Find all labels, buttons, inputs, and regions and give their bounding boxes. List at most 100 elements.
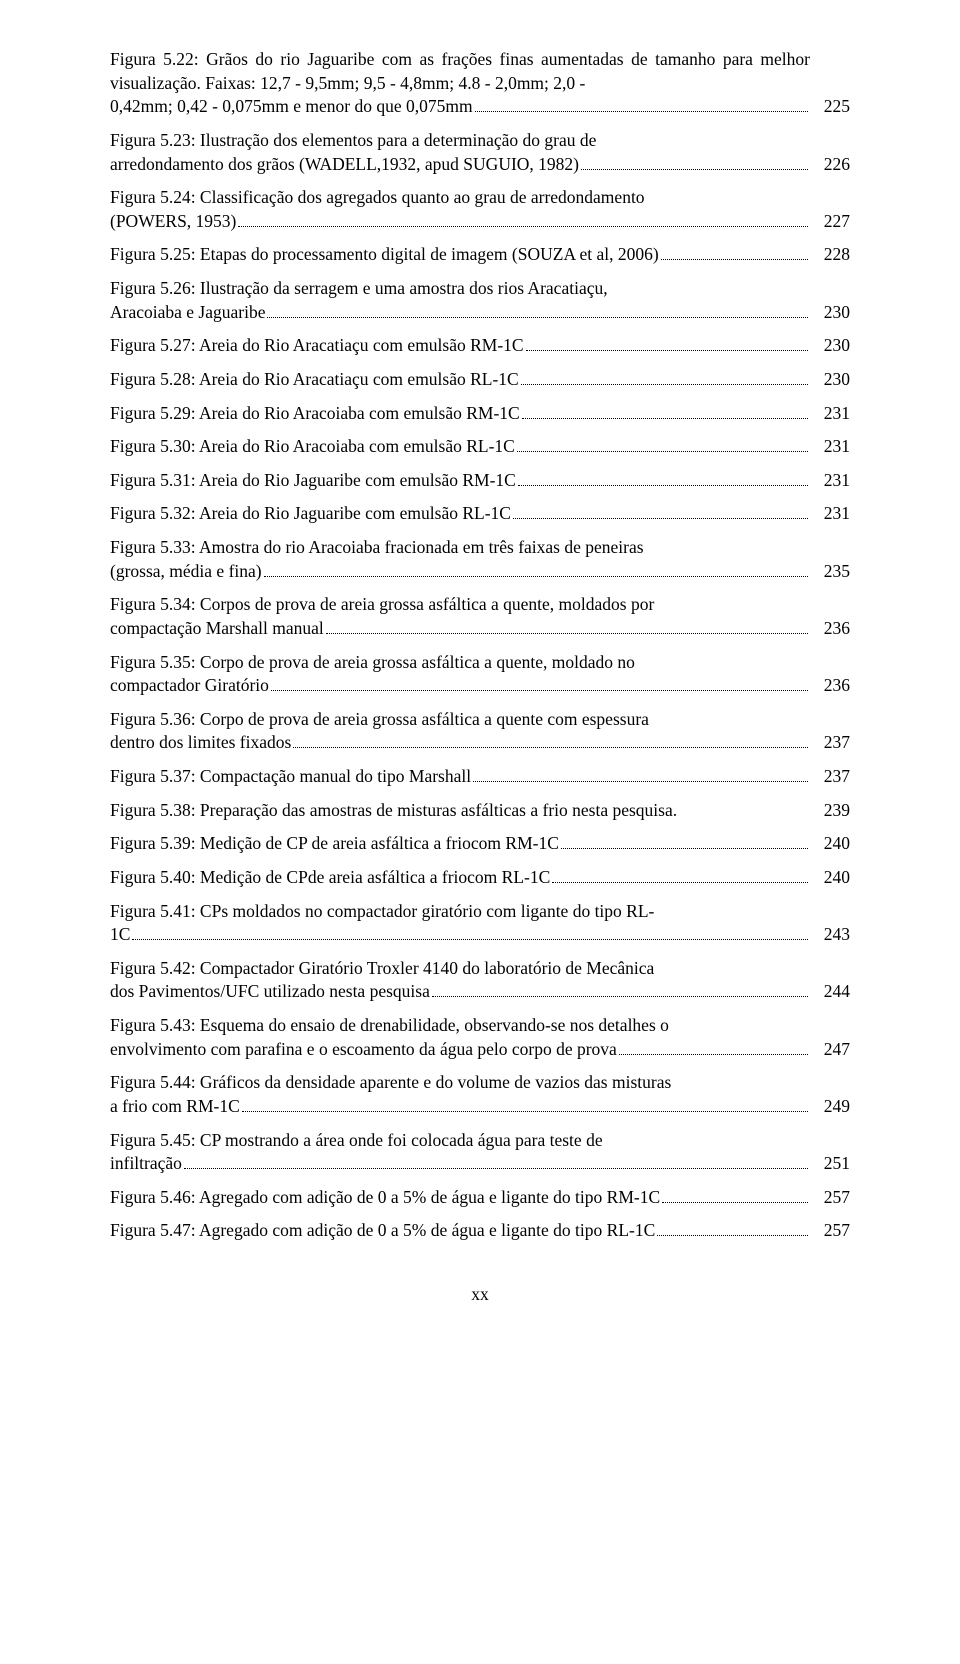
figure-page-number: 231 — [810, 502, 850, 526]
figure-description-lastline: envolvimento com parafina e o escoamento… — [110, 1038, 617, 1062]
figure-description-lastline: Figura 5.31: Areia do Rio Jaguaribe com … — [110, 469, 516, 493]
figure-page-number: 227 — [810, 210, 850, 234]
figure-page-number: 230 — [810, 368, 850, 392]
figure-page-number: 230 — [810, 301, 850, 325]
figure-entry: Figura 5.25: Etapas do processamento dig… — [110, 243, 850, 267]
figure-description-lastline: infiltração — [110, 1152, 182, 1176]
dot-leader — [473, 768, 808, 782]
figure-description: Figura 5.39: Medição de CP de areia asfá… — [110, 832, 810, 856]
figure-entry: Figura 5.36: Corpo de prova de areia gro… — [110, 708, 850, 755]
figure-description-lastline: Figura 5.25: Etapas do processamento dig… — [110, 243, 659, 267]
figure-page-number: 231 — [810, 402, 850, 426]
figure-entry: Figura 5.27: Areia do Rio Aracatiaçu com… — [110, 334, 850, 358]
dot-leader — [518, 472, 808, 486]
figure-page-number: 226 — [810, 153, 850, 177]
dot-leader — [132, 926, 808, 940]
figure-entry: Figura 5.35: Corpo de prova de areia gro… — [110, 651, 850, 698]
dot-leader — [517, 438, 808, 452]
dot-leader — [475, 98, 808, 112]
figure-entry: Figura 5.30: Areia do Rio Aracoiaba com … — [110, 435, 850, 459]
figure-description: Figura 5.31: Areia do Rio Jaguaribe com … — [110, 469, 810, 493]
figure-description: Figura 5.42: Compactador Giratório Troxl… — [110, 957, 810, 1004]
figure-entry: Figura 5.32: Areia do Rio Jaguaribe com … — [110, 502, 850, 526]
figure-description: Figura 5.43: Esquema do ensaio de drenab… — [110, 1014, 810, 1061]
figure-entry: Figura 5.46: Agregado com adição de 0 a … — [110, 1186, 850, 1210]
figure-description-lastline: Aracoiaba e Jaguaribe — [110, 301, 265, 325]
figure-page-number: 237 — [810, 731, 850, 755]
figure-description-preline: Figura 5.44: Gráficos da densidade apare… — [110, 1071, 810, 1095]
dot-leader — [662, 1189, 808, 1203]
figure-page-number: 251 — [810, 1152, 850, 1176]
figure-entry: Figura 5.34: Corpos de prova de areia gr… — [110, 593, 850, 640]
figure-description-lastline: Figura 5.47: Agregado com adição de 0 a … — [110, 1219, 655, 1243]
dot-leader — [521, 371, 808, 385]
figure-description-lastline: 0,42mm; 0,42 - 0,075mm e menor do que 0,… — [110, 95, 473, 119]
figure-description: Figura 5.27: Areia do Rio Aracatiaçu com… — [110, 334, 810, 358]
figure-entry: Figura 5.41: CPs moldados no compactador… — [110, 900, 850, 947]
dot-leader — [238, 213, 808, 227]
figure-entry: Figura 5.22: Grãos do rio Jaguaribe com … — [110, 48, 850, 119]
figure-description-lastline: Figura 5.28: Areia do Rio Aracatiaçu com… — [110, 368, 519, 392]
figure-description: Figura 5.28: Areia do Rio Aracatiaçu com… — [110, 368, 810, 392]
figure-page-number: 243 — [810, 923, 850, 947]
figure-description: Figura 5.29: Areia do Rio Aracoiaba com … — [110, 402, 810, 426]
figure-description: Figura 5.44: Gráficos da densidade apare… — [110, 1071, 810, 1118]
figure-page-number: 237 — [810, 765, 850, 789]
figure-description: Figura 5.25: Etapas do processamento dig… — [110, 243, 810, 267]
dot-leader — [326, 620, 808, 634]
figure-description: Figura 5.47: Agregado com adição de 0 a … — [110, 1219, 810, 1243]
figure-entry: Figura 5.39: Medição de CP de areia asfá… — [110, 832, 850, 856]
figure-description: Figura 5.23: Ilustração dos elementos pa… — [110, 129, 810, 176]
figure-description: Figura 5.41: CPs moldados no compactador… — [110, 900, 810, 947]
figure-page-number: 235 — [810, 560, 850, 584]
figure-entry: Figura 5.33: Amostra do rio Aracoiaba fr… — [110, 536, 850, 583]
figure-description: Figura 5.45: CP mostrando a área onde fo… — [110, 1129, 810, 1176]
figure-description-lastline: Figura 5.40: Medição de CPde areia asfál… — [110, 866, 550, 890]
dot-leader — [522, 405, 808, 419]
figure-page-number: 236 — [810, 617, 850, 641]
dot-leader — [552, 869, 808, 883]
figure-description-lastline: Figura 5.46: Agregado com adição de 0 a … — [110, 1186, 660, 1210]
dot-leader — [657, 1222, 808, 1236]
figure-description-lastline: compactador Giratório — [110, 674, 269, 698]
figure-page-number: 257 — [810, 1186, 850, 1210]
figure-description-lastline: arredondamento dos grãos (WADELL,1932, a… — [110, 153, 579, 177]
figure-description: Figura 5.37: Compactação manual do tipo … — [110, 765, 810, 789]
figure-page-number: 225 — [810, 95, 850, 119]
dot-leader — [526, 337, 808, 351]
figure-description-lastline: (grossa, média e fina) — [110, 560, 262, 584]
figure-description-preline: Figura 5.42: Compactador Giratório Troxl… — [110, 957, 810, 981]
figure-description-lastline: Figura 5.29: Areia do Rio Aracoiaba com … — [110, 402, 520, 426]
figure-page-number: 240 — [810, 832, 850, 856]
dot-leader — [661, 246, 808, 260]
figure-entry: Figura 5.44: Gráficos da densidade apare… — [110, 1071, 850, 1118]
figure-description-lastline: dentro dos limites fixados — [110, 731, 291, 755]
figure-description: Figura 5.38: Preparação das amostras de … — [110, 799, 810, 823]
dot-leader — [271, 677, 808, 691]
figure-description: Figura 5.30: Areia do Rio Aracoiaba com … — [110, 435, 810, 459]
dot-leader — [513, 505, 808, 519]
figure-list: Figura 5.22: Grãos do rio Jaguaribe com … — [110, 48, 850, 1243]
figure-description: Figura 5.46: Agregado com adição de 0 a … — [110, 1186, 810, 1210]
figure-entry: Figura 5.37: Compactação manual do tipo … — [110, 765, 850, 789]
figure-entry: Figura 5.40: Medição de CPde areia asfál… — [110, 866, 850, 890]
figure-page-number: 236 — [810, 674, 850, 698]
dot-leader — [619, 1041, 808, 1055]
figure-entry: Figura 5.28: Areia do Rio Aracatiaçu com… — [110, 368, 850, 392]
figure-description-preline: Figura 5.41: CPs moldados no compactador… — [110, 900, 810, 924]
dot-leader — [242, 1098, 808, 1112]
figure-entry: Figura 5.45: CP mostrando a área onde fo… — [110, 1129, 850, 1176]
figure-entry: Figura 5.38: Preparação das amostras de … — [110, 799, 850, 823]
figure-description-lastline: Figura 5.38: Preparação das amostras de … — [110, 799, 677, 823]
figure-description-preline: Figura 5.33: Amostra do rio Aracoiaba fr… — [110, 536, 810, 560]
figure-entry: Figura 5.24: Classificação dos agregados… — [110, 186, 850, 233]
dot-leader — [293, 734, 808, 748]
figure-page-number: 240 — [810, 866, 850, 890]
figure-page-number: 230 — [810, 334, 850, 358]
figure-description-preline: Figura 5.34: Corpos de prova de areia gr… — [110, 593, 810, 617]
figure-description-preline: Figura 5.22: Grãos do rio Jaguaribe com … — [110, 48, 810, 95]
figure-description: Figura 5.26: Ilustração da serragem e um… — [110, 277, 810, 324]
figure-page-number: 249 — [810, 1095, 850, 1119]
figure-description: Figura 5.22: Grãos do rio Jaguaribe com … — [110, 48, 810, 119]
figure-description-lastline: (POWERS, 1953) — [110, 210, 236, 234]
